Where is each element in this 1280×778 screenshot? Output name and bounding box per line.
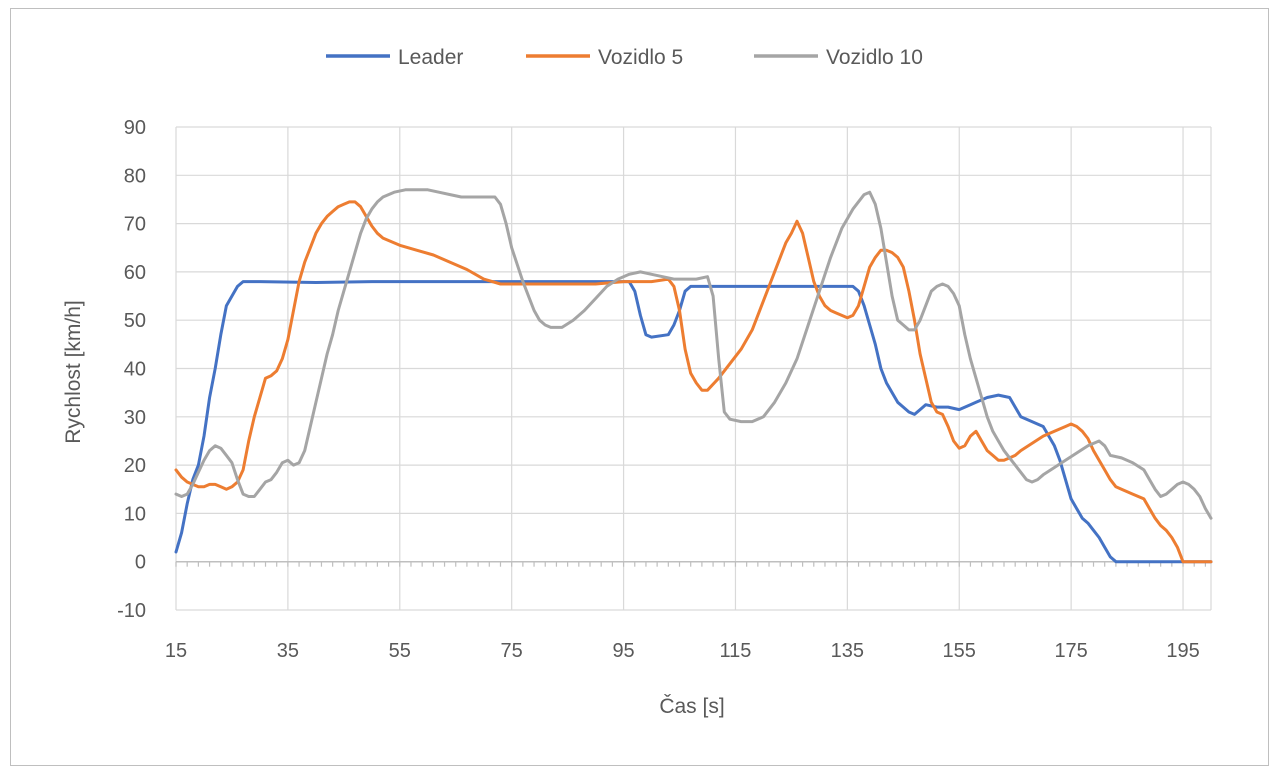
x-tick-labels: 15 35 55 75 95 115 135 155 175 195	[165, 640, 1200, 662]
x-tick-label: 15	[165, 640, 187, 662]
y-tick-label: 20	[124, 455, 146, 477]
x-tick-label: 75	[501, 640, 523, 662]
x-tick-label: 195	[1166, 640, 1199, 662]
y-tick-label: 90	[124, 117, 146, 139]
legend-label: Leader	[398, 46, 463, 69]
y-axis-title: Rychlost [km/h]	[62, 300, 85, 444]
series-line-vozidlo-5	[174, 200, 1213, 564]
y-tick-label: 70	[124, 214, 146, 236]
x-tick-label: 135	[831, 640, 864, 662]
y-tick-label: 60	[124, 262, 146, 284]
gridlines	[175, 126, 1212, 611]
y-tick-label: 40	[124, 359, 146, 381]
y-tick-label: 80	[124, 165, 146, 187]
y-tick-label: 50	[124, 310, 146, 332]
y-tick-label: -10	[117, 600, 146, 622]
legend-label: Vozidlo 5	[598, 46, 683, 69]
series-line-leader	[174, 280, 1213, 564]
x-tick-label: 175	[1054, 640, 1087, 662]
x-tick-label: 35	[277, 640, 299, 662]
y-tick-labels: -10 0 10 20 30 40 50 60 70 80 90	[117, 117, 146, 622]
series-line-vozidlo-10	[174, 188, 1213, 520]
x-axis-line	[175, 560, 1211, 567]
series-layer	[174, 188, 1213, 564]
x-tick-label: 95	[612, 640, 634, 662]
chart-frame	[10, 8, 1269, 766]
legend: Leader Vozidlo 5 Vozidlo 10	[326, 46, 923, 69]
x-tick-label: 55	[389, 640, 411, 662]
x-axis-title: Čas [s]	[659, 695, 724, 718]
y-tick-label: 10	[124, 503, 146, 525]
y-tick-label: 0	[135, 552, 146, 574]
x-tick-label: 115	[720, 640, 752, 662]
y-tick-label: 30	[124, 407, 146, 429]
legend-label: Vozidlo 10	[826, 46, 923, 69]
x-tick-label: 155	[943, 640, 976, 662]
